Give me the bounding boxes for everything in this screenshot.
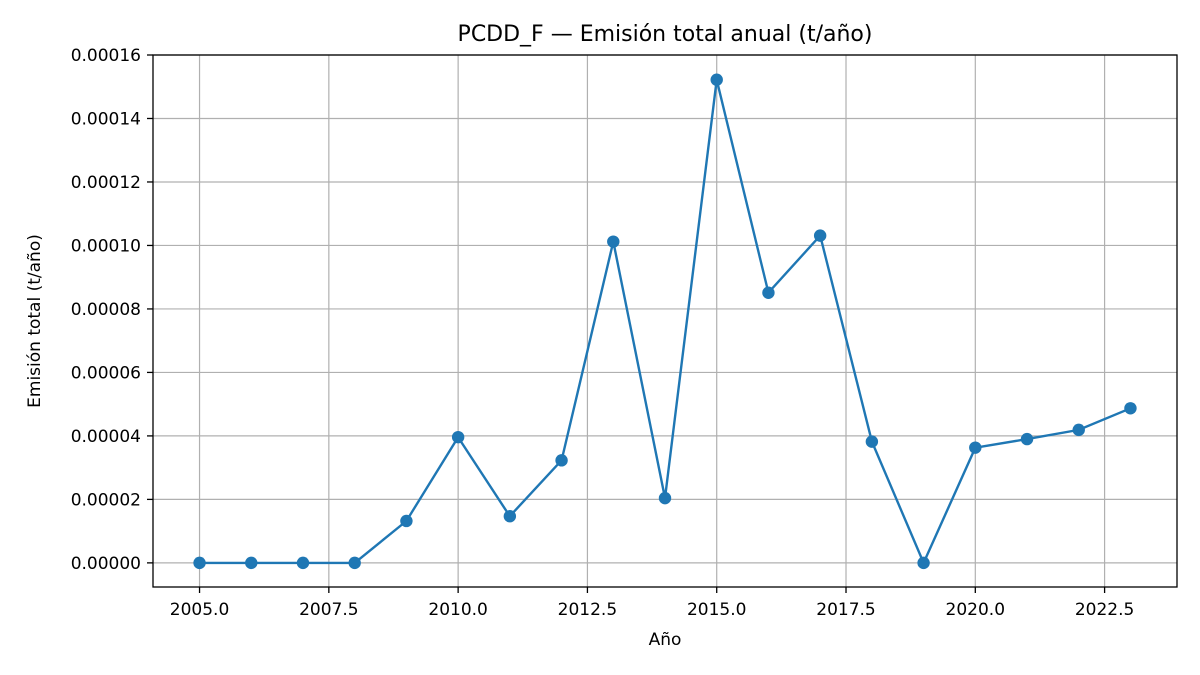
y-axis-label: Emisión total (t/año) [25, 234, 45, 408]
x-tick-label: 2022.5 [1075, 600, 1134, 620]
data-point [348, 556, 361, 570]
y-tick-label: 0.00006 [71, 363, 141, 383]
grid-lines [153, 54, 1177, 587]
data-point [296, 556, 310, 570]
y-tick-label: 0.00016 [71, 46, 141, 66]
data-point [1072, 423, 1085, 437]
series-line-group [199, 79, 1131, 566]
data-point [917, 556, 930, 570]
data-point [1020, 432, 1034, 446]
y-tick-label: 0.00012 [71, 173, 141, 193]
x-tick-label: 2010.0 [428, 600, 487, 620]
x-tick-label: 2007.5 [299, 600, 358, 620]
data-point [245, 556, 258, 570]
data-point [400, 514, 413, 528]
data-point [555, 454, 568, 467]
y-tick-label: 0.00000 [71, 554, 141, 574]
data-point [451, 430, 465, 444]
y-tick-label: 0.00014 [71, 109, 141, 129]
data-point [865, 435, 879, 448]
y-axis-ticks: 0.00000 0.00002 0.00004 0.00006 0.00008 0.000… [71, 46, 153, 574]
x-tick-label: 2012.5 [558, 600, 617, 620]
y-tick-label: 0.00010 [71, 236, 141, 256]
y-tick-label: 0.00008 [71, 300, 141, 320]
data-point [813, 229, 827, 242]
data-point [969, 441, 982, 454]
data-points-group [193, 73, 1137, 570]
plot-frame [152, 54, 1178, 588]
data-point [193, 556, 206, 570]
chart-title: PCDD_F — Emisión total anual (t/año) [458, 22, 873, 47]
x-tick-label: 2017.5 [816, 600, 875, 620]
data-point [607, 235, 620, 248]
data-point [762, 286, 775, 299]
y-tick-label: 0.00004 [71, 427, 141, 447]
x-axis-ticks: 2005.0 2007.5 2010.0 2012.5 2015.0 2017.5 2020… [170, 587, 1134, 620]
data-point [710, 73, 723, 86]
series-line [199, 79, 1131, 566]
data-point [1124, 402, 1137, 415]
y-tick-label: 0.00002 [71, 490, 141, 510]
x-tick-label: 2005.0 [170, 600, 229, 620]
x-axis-label: Año [649, 630, 682, 650]
data-point [658, 491, 672, 505]
data-point [503, 510, 517, 523]
x-tick-label: 2020.0 [946, 600, 1005, 620]
x-tick-label: 2015.0 [687, 600, 746, 620]
